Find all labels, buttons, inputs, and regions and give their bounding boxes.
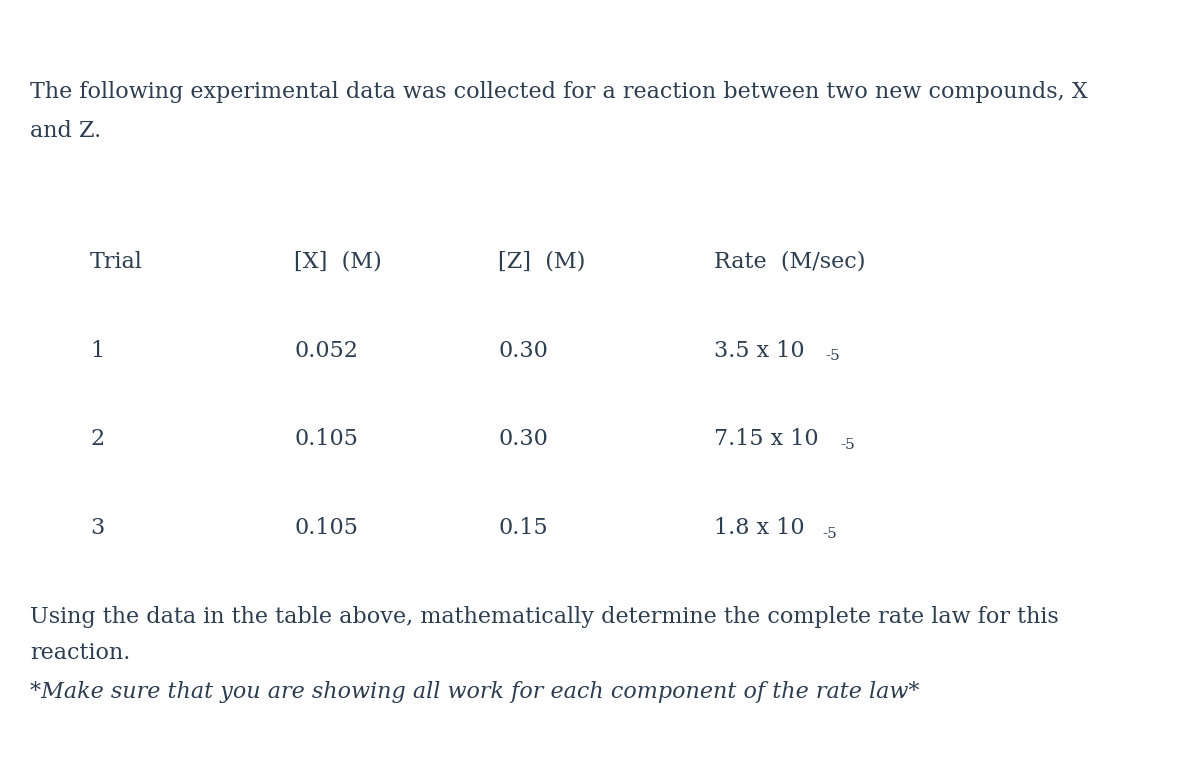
- Text: reaction.: reaction.: [30, 642, 131, 664]
- Text: *Make sure that you are showing all work for each component of the rate law*: *Make sure that you are showing all work…: [30, 681, 919, 703]
- Text: 3.5 x 10: 3.5 x 10: [714, 340, 805, 361]
- Text: 1: 1: [90, 340, 104, 361]
- Text: 0.30: 0.30: [498, 340, 548, 361]
- Text: 7.15 x 10: 7.15 x 10: [714, 428, 818, 450]
- Text: 2: 2: [90, 428, 104, 450]
- Text: and Z.: and Z.: [30, 120, 101, 141]
- Text: -5: -5: [826, 349, 840, 363]
- Text: [Z]  (M): [Z] (M): [498, 251, 586, 273]
- Text: The following experimental data was collected for a reaction between two new com: The following experimental data was coll…: [30, 81, 1087, 103]
- Text: 3.5 x 10: 3.5 x 10: [714, 340, 805, 361]
- Text: Trial: Trial: [90, 251, 143, 273]
- Text: -5: -5: [822, 527, 836, 540]
- Text: [X]  (M): [X] (M): [294, 251, 382, 273]
- Text: 1.8 x 10: 1.8 x 10: [714, 517, 805, 539]
- Text: 0.30: 0.30: [498, 428, 548, 450]
- Text: Using the data in the table above, mathematically determine the complete rate la: Using the data in the table above, mathe…: [30, 606, 1058, 628]
- Text: 1.8 x 10: 1.8 x 10: [714, 517, 805, 539]
- Text: 0.105: 0.105: [294, 517, 358, 539]
- Text: 3: 3: [90, 517, 104, 539]
- Text: 0.052: 0.052: [294, 340, 358, 361]
- Text: 0.15: 0.15: [498, 517, 547, 539]
- Text: -5: -5: [840, 438, 854, 452]
- Text: 0.105: 0.105: [294, 428, 358, 450]
- Text: 7.15 x 10: 7.15 x 10: [714, 428, 818, 450]
- Text: Rate  (M/sec): Rate (M/sec): [714, 251, 865, 273]
